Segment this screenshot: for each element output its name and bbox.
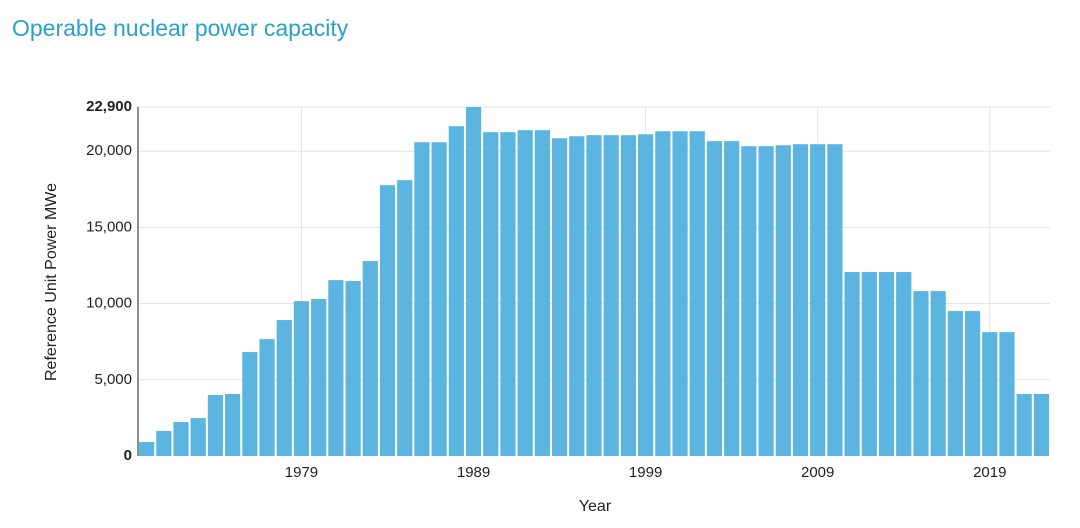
- bar: [534, 130, 550, 456]
- bar: [672, 131, 688, 456]
- y-tick-label: 15,000: [86, 218, 132, 235]
- bar: [655, 131, 671, 456]
- bar: [861, 272, 877, 456]
- bar: [345, 281, 361, 456]
- x-tick-label: 1979: [285, 464, 318, 481]
- bar: [999, 332, 1015, 456]
- bar: [276, 320, 292, 456]
- y-tick-label: 10,000: [86, 295, 132, 312]
- x-axis-label: Year: [579, 498, 612, 515]
- bar: [551, 138, 568, 456]
- bar: [173, 422, 189, 456]
- bar: [311, 299, 327, 456]
- bar: [465, 107, 482, 456]
- bar: [500, 132, 516, 456]
- bar: [569, 136, 585, 456]
- x-tick-label: 1999: [629, 464, 662, 481]
- bar: [844, 272, 860, 456]
- bar: [706, 141, 723, 456]
- bar: [741, 146, 757, 457]
- x-tick-label: 2019: [973, 464, 1006, 481]
- bar: [483, 132, 499, 456]
- bar: [207, 395, 224, 456]
- bar: [1016, 393, 1032, 456]
- bar: [810, 144, 826, 456]
- chart-title: Operable nuclear power capacity: [12, 15, 349, 41]
- bar: [139, 441, 155, 456]
- bar: [827, 144, 843, 456]
- bar: [724, 141, 740, 456]
- bar: [242, 352, 258, 456]
- bar: [431, 142, 447, 456]
- bar: [259, 339, 275, 456]
- y-tick-label: 20,000: [86, 142, 132, 159]
- bar: [947, 311, 963, 456]
- y-axis-label: Reference Unit Power MWe: [43, 183, 60, 381]
- bar: [878, 272, 895, 456]
- bar: [638, 134, 654, 456]
- bar: [225, 393, 241, 456]
- bar: [603, 135, 619, 456]
- y-tick-label: 5,000: [94, 371, 132, 388]
- bar: [190, 418, 206, 456]
- bar: [964, 311, 981, 456]
- bar: [414, 142, 430, 456]
- bar: [896, 272, 912, 456]
- bar: [689, 131, 705, 456]
- bar: [397, 180, 413, 456]
- x-tick-label: 1989: [457, 464, 490, 481]
- bar: [586, 135, 602, 456]
- bar: [379, 185, 396, 456]
- bar: [1033, 393, 1049, 456]
- y-tick-label: 0: [124, 447, 132, 464]
- bar: [328, 280, 344, 456]
- bar: [156, 431, 172, 456]
- y-tick-label: 22,900: [86, 98, 132, 115]
- bar: [362, 261, 378, 456]
- bar: [930, 291, 946, 456]
- bar: [775, 145, 791, 456]
- x-tick-label: 2009: [801, 464, 834, 481]
- bar: [792, 144, 809, 456]
- bar: [758, 146, 774, 457]
- bar: [517, 130, 533, 456]
- bar: [982, 332, 998, 456]
- bar: [913, 291, 929, 456]
- bar: [448, 126, 464, 456]
- bar: [620, 135, 637, 456]
- bar: [293, 301, 310, 456]
